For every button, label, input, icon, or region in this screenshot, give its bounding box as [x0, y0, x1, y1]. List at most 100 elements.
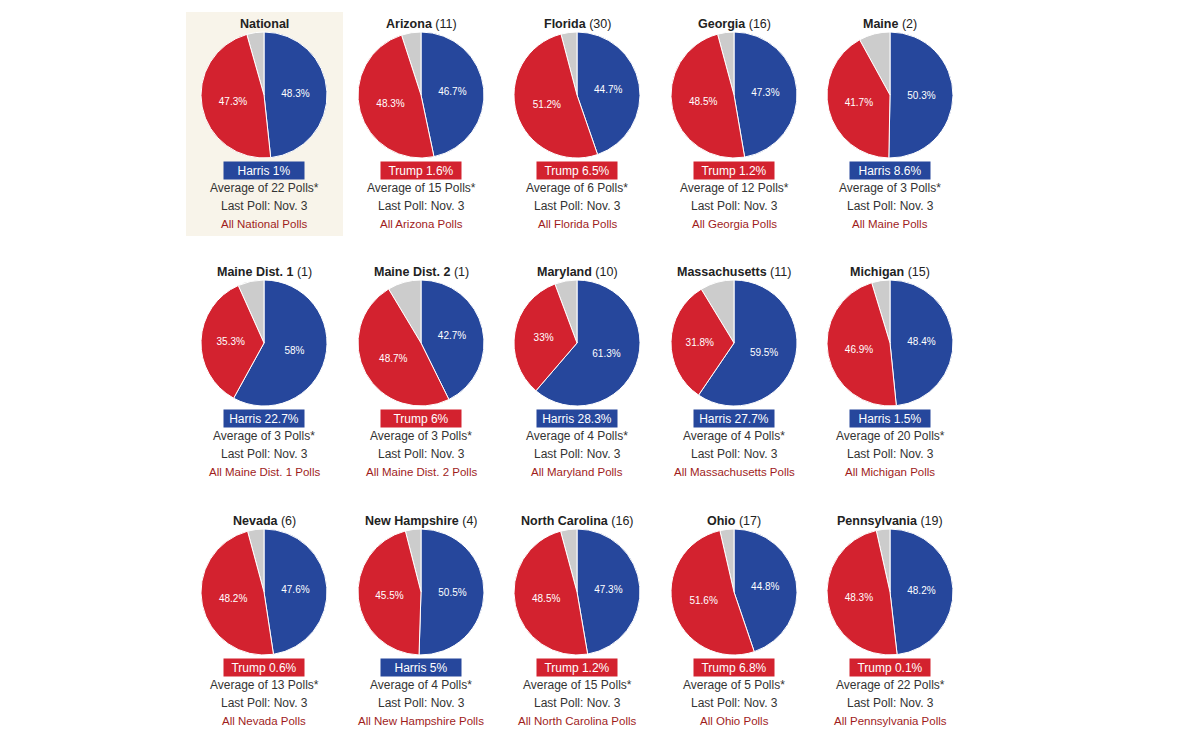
svg-text:All Maryland Polls: All Maryland Polls: [531, 466, 623, 478]
svg-text:Average of 3 Polls*: Average of 3 Polls*: [839, 181, 941, 195]
svg-text:47.3%: 47.3%: [751, 87, 779, 98]
svg-text:Last Poll: Nov. 3: Last Poll: Nov. 3: [378, 199, 465, 213]
svg-text:Maine Dist. 2 (1): Maine Dist. 2 (1): [374, 265, 469, 279]
svg-text:All Michigan Polls: All Michigan Polls: [845, 466, 935, 478]
svg-text:Trump 6%: Trump 6%: [393, 412, 448, 426]
svg-text:Last Poll: Nov. 3: Last Poll: Nov. 3: [847, 199, 934, 213]
svg-text:Ohio (17): Ohio (17): [707, 514, 761, 528]
svg-text:Last Poll: Nov. 3: Last Poll: Nov. 3: [534, 696, 621, 710]
svg-text:Harris 5%: Harris 5%: [394, 661, 447, 675]
svg-text:All Arizona Polls: All Arizona Polls: [380, 218, 463, 230]
svg-text:59.5%: 59.5%: [750, 347, 778, 358]
svg-text:Trump 1.2%: Trump 1.2%: [544, 661, 609, 675]
svg-text:33%: 33%: [534, 332, 554, 343]
svg-text:48.2%: 48.2%: [219, 593, 247, 604]
svg-text:Trump 1.6%: Trump 1.6%: [388, 164, 453, 178]
svg-text:Average of 3 Polls*: Average of 3 Polls*: [370, 429, 472, 443]
svg-text:North Carolina (16): North Carolina (16): [521, 514, 634, 528]
svg-text:46.9%: 46.9%: [845, 344, 873, 355]
svg-text:Average of 22 Polls*: Average of 22 Polls*: [210, 181, 319, 195]
svg-text:41.7%: 41.7%: [845, 97, 873, 108]
svg-text:Trump 6.8%: Trump 6.8%: [701, 661, 766, 675]
svg-text:Harris 1.5%: Harris 1.5%: [858, 412, 921, 426]
svg-text:Harris 1%: Harris 1%: [237, 164, 290, 178]
svg-text:All Florida Polls: All Florida Polls: [538, 218, 617, 230]
svg-text:Last Poll: Nov. 3: Last Poll: Nov. 3: [847, 696, 934, 710]
svg-text:Last Poll: Nov. 3: Last Poll: Nov. 3: [691, 447, 778, 461]
svg-text:42.7%: 42.7%: [438, 330, 466, 341]
svg-text:51.2%: 51.2%: [533, 99, 561, 110]
svg-text:Last Poll: Nov. 3: Last Poll: Nov. 3: [691, 199, 778, 213]
svg-text:Nevada (6): Nevada (6): [233, 514, 296, 528]
svg-text:Average of 13 Polls*: Average of 13 Polls*: [210, 678, 319, 692]
svg-text:Michigan (15): Michigan (15): [850, 265, 930, 279]
svg-text:48.2%: 48.2%: [907, 585, 935, 596]
svg-text:47.6%: 47.6%: [281, 584, 309, 595]
svg-text:All North Carolina Polls: All North Carolina Polls: [518, 715, 636, 727]
svg-text:45.5%: 45.5%: [375, 590, 403, 601]
svg-text:50.3%: 50.3%: [907, 90, 935, 101]
svg-text:48.4%: 48.4%: [907, 336, 935, 347]
svg-text:Maine Dist. 1 (1): Maine Dist. 1 (1): [217, 265, 312, 279]
svg-text:Trump 0.6%: Trump 0.6%: [231, 661, 296, 675]
svg-text:Last Poll: Nov. 3: Last Poll: Nov. 3: [534, 199, 621, 213]
svg-text:All Maine Dist. 2 Polls: All Maine Dist. 2 Polls: [366, 466, 477, 478]
svg-text:All Maine Dist. 1 Polls: All Maine Dist. 1 Polls: [209, 466, 320, 478]
svg-text:48.3%: 48.3%: [845, 592, 873, 603]
svg-text:All National Polls: All National Polls: [221, 218, 308, 230]
svg-text:All Massachusetts Polls: All Massachusetts Polls: [674, 466, 795, 478]
svg-text:47.3%: 47.3%: [219, 96, 247, 107]
svg-text:58%: 58%: [284, 345, 304, 356]
svg-text:All Maine Polls: All Maine Polls: [852, 218, 928, 230]
svg-text:Pennsylvania (19): Pennsylvania (19): [837, 514, 943, 528]
svg-text:44.7%: 44.7%: [594, 84, 622, 95]
svg-text:Average of 22 Polls*: Average of 22 Polls*: [836, 678, 945, 692]
svg-text:Maine (2): Maine (2): [863, 17, 917, 31]
svg-text:Harris 8.6%: Harris 8.6%: [858, 164, 921, 178]
svg-text:Last Poll: Nov. 3: Last Poll: Nov. 3: [534, 447, 621, 461]
svg-text:Last Poll: Nov. 3: Last Poll: Nov. 3: [378, 696, 465, 710]
svg-text:Maryland (10): Maryland (10): [537, 265, 618, 279]
svg-text:Average of 6 Polls*: Average of 6 Polls*: [526, 181, 628, 195]
svg-text:50.5%: 50.5%: [438, 587, 466, 598]
svg-text:Harris 22.7%: Harris 22.7%: [229, 412, 299, 426]
svg-text:Georgia (16): Georgia (16): [698, 17, 771, 31]
svg-text:Last Poll: Nov. 3: Last Poll: Nov. 3: [691, 696, 778, 710]
svg-text:48.5%: 48.5%: [532, 593, 560, 604]
svg-text:Average of 15 Polls*: Average of 15 Polls*: [523, 678, 632, 692]
svg-text:44.8%: 44.8%: [751, 581, 779, 592]
svg-text:Harris 28.3%: Harris 28.3%: [542, 412, 612, 426]
svg-text:Arizona (11): Arizona (11): [386, 17, 457, 31]
svg-text:48.3%: 48.3%: [376, 98, 404, 109]
svg-text:Last Poll: Nov. 3: Last Poll: Nov. 3: [847, 447, 934, 461]
svg-text:Trump 6.5%: Trump 6.5%: [544, 164, 609, 178]
svg-text:Average of 3 Polls*: Average of 3 Polls*: [213, 429, 315, 443]
svg-text:Average of 5 Polls*: Average of 5 Polls*: [683, 678, 785, 692]
svg-text:Average of 4 Polls*: Average of 4 Polls*: [370, 678, 472, 692]
svg-text:48.5%: 48.5%: [689, 96, 717, 107]
svg-text:Last Poll: Nov. 3: Last Poll: Nov. 3: [378, 447, 465, 461]
svg-text:48.7%: 48.7%: [379, 353, 407, 364]
svg-text:Harris 27.7%: Harris 27.7%: [699, 412, 769, 426]
svg-text:Last Poll: Nov. 3: Last Poll: Nov. 3: [221, 199, 308, 213]
svg-text:47.3%: 47.3%: [594, 584, 622, 595]
svg-text:All Georgia Polls: All Georgia Polls: [692, 218, 777, 230]
svg-text:New Hampshire (4): New Hampshire (4): [365, 514, 478, 528]
svg-text:All Nevada Polls: All Nevada Polls: [222, 715, 306, 727]
svg-text:48.3%: 48.3%: [281, 88, 309, 99]
svg-text:All New Hampshire Polls: All New Hampshire Polls: [358, 715, 484, 727]
svg-text:Florida (30): Florida (30): [544, 17, 611, 31]
svg-text:61.3%: 61.3%: [592, 348, 620, 359]
svg-text:All Ohio Polls: All Ohio Polls: [700, 715, 769, 727]
svg-text:Average of 4 Polls*: Average of 4 Polls*: [526, 429, 628, 443]
svg-text:Last Poll: Nov. 3: Last Poll: Nov. 3: [221, 447, 308, 461]
svg-text:Trump 0.1%: Trump 0.1%: [857, 661, 922, 675]
svg-text:All Pennsylvania Polls: All Pennsylvania Polls: [834, 715, 947, 727]
svg-text:Average of 15 Polls*: Average of 15 Polls*: [367, 181, 476, 195]
svg-text:51.6%: 51.6%: [689, 595, 717, 606]
svg-text:Average of 12 Polls*: Average of 12 Polls*: [680, 181, 789, 195]
svg-text:Trump 1.2%: Trump 1.2%: [701, 164, 766, 178]
svg-text:National: National: [240, 17, 289, 31]
svg-text:Average of 20 Polls*: Average of 20 Polls*: [836, 429, 945, 443]
svg-text:46.7%: 46.7%: [438, 86, 466, 97]
